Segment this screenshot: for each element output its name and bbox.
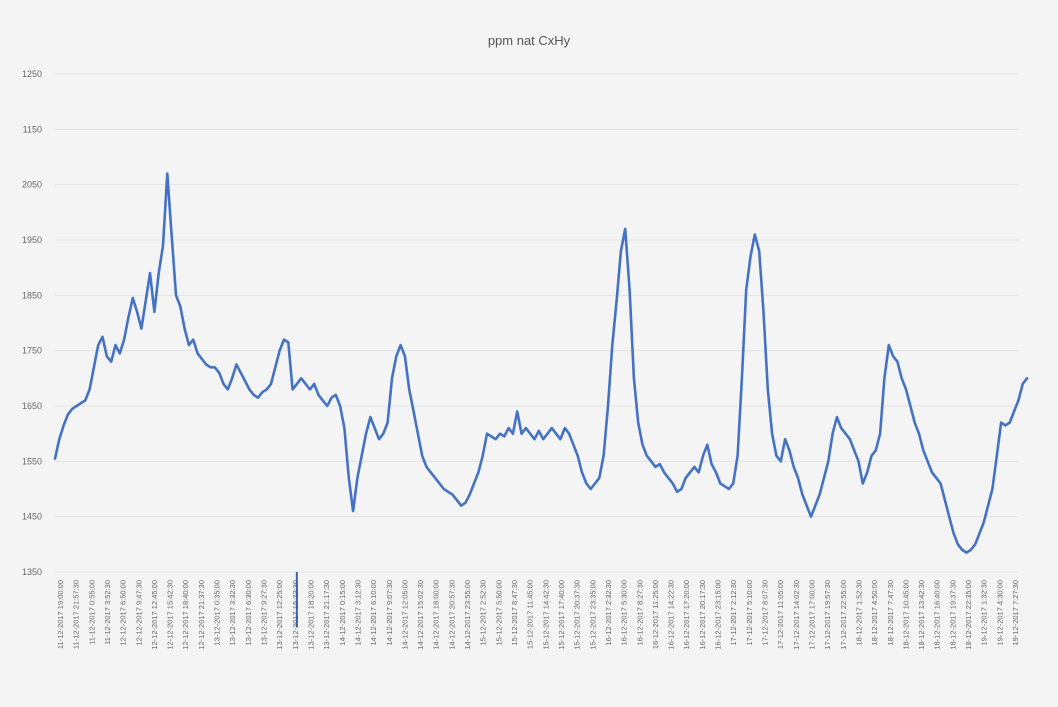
x-tick-label: 13-12-2017 9:27:30 — [260, 580, 269, 645]
y-tick-label: 1950 — [22, 235, 42, 245]
x-tick-label: 16-12-2017 20:17:30 — [698, 580, 707, 650]
x-tick-label: 19-12-2017 7:27:30 — [1011, 580, 1020, 645]
y-tick-label: 1150 — [23, 124, 42, 134]
x-tick-label: 12-12-2017 12:45:00 — [150, 580, 159, 650]
y-tick-label: 2050 — [22, 180, 42, 190]
x-tick-label: 17-12-2017 17:00:00 — [807, 580, 816, 650]
x-tick-label: 17-12-2017 8:07:30 — [761, 580, 770, 645]
series-line — [53, 172, 1029, 554]
y-tick-label: 1450 — [22, 512, 42, 522]
y-tick-label: 1250 — [22, 69, 42, 79]
x-tick-label: 12-12-2017 6:50:00 — [119, 580, 128, 645]
x-tick-label: 19-12-2017 4:30:00 — [995, 580, 1004, 645]
x-tick-label: 13-12-2017 15:22:30 — [291, 580, 300, 650]
x-tick-label: 18-12-2017 19:37:30 — [948, 580, 957, 650]
x-tick-label: 11-12-2017 3:52:30 — [103, 580, 112, 645]
x-tick-label: 18-12-2017 13:42:30 — [917, 580, 926, 650]
x-tick-label: 12-12-2017 18:40:00 — [181, 580, 190, 650]
x-tick-label: 15-12-2017 2:52:30 — [479, 580, 488, 645]
x-tick-label: 18-12-2017 22:35:00 — [964, 580, 973, 650]
y-tick-label: 1550 — [22, 456, 42, 466]
x-tick-label: 16-12-2017 8:27:30 — [635, 580, 644, 645]
x-tick-label: 13-12-2017 0:35:00 — [213, 580, 222, 645]
x-tick-label: 11-12-2017 19:00:00 — [56, 580, 65, 649]
x-tick-label: 18-12-2017 7:47:30 — [886, 580, 895, 645]
chart-title: ppm nat CxHy — [487, 33, 571, 48]
y-tick-label: 1750 — [22, 346, 42, 356]
x-tick-label: 12-12-2017 15:42:30 — [166, 580, 175, 650]
x-tick-label: 15-12-2017 23:35:00 — [588, 580, 597, 650]
y-tick-label: 1350 — [22, 567, 42, 577]
x-tick-label: 13-12-2017 21:17:30 — [322, 580, 331, 650]
x-tick-label: 16-12-2017 11:25:00 — [651, 580, 660, 649]
x-tick-label: 16-12-2017 14:22:30 — [667, 580, 676, 650]
x-tick-label: 12-12-2017 21:37:30 — [197, 580, 206, 650]
x-tick-label: 17-12-2017 2:12:30 — [729, 580, 738, 645]
x-tick-label: 18-12-2017 4:50:00 — [870, 580, 879, 645]
x-tick-label: 14-12-2017 20:57:30 — [447, 580, 456, 650]
x-tick-label: 14-12-2017 15:02:30 — [416, 580, 425, 650]
x-tick-label: 17-12-2017 5:10:00 — [745, 580, 754, 645]
x-tick-label: 15-12-2017 5:50:00 — [494, 580, 503, 645]
x-tick-label: 15-12-2017 11:45:00 — [526, 580, 535, 649]
x-tick-label: 13-12-2017 3:32:30 — [228, 580, 237, 645]
x-tick-label: 17-12-2017 22:55:00 — [839, 580, 848, 650]
y-tick-label: 1850 — [22, 290, 42, 300]
x-tick-label: 14-12-2017 9:07:30 — [385, 580, 394, 645]
x-tick-label: 15-12-2017 20:37:30 — [573, 580, 582, 650]
x-tick-label: 18-12-2017 10:45:00 — [901, 580, 910, 650]
x-tick-label: 14-12-2017 0:15:00 — [338, 580, 347, 645]
x-tick-label: 14-12-2017 18:00:00 — [432, 580, 441, 650]
x-tick-label: 14-12-2017 3:12:30 — [353, 580, 362, 645]
x-tick-label: 15-12-2017 17:40:00 — [557, 580, 566, 650]
x-tick-label: 14-12-2017 12:05:00 — [400, 580, 409, 650]
x-tick-label: 14-12-2017 6:10:00 — [369, 580, 378, 645]
x-tick-label: 18-12-2017 16:40:00 — [933, 580, 942, 650]
x-tick-label: 15-12-2017 14:42:30 — [541, 580, 550, 650]
x-tick-label: 17-12-2017 19:57:30 — [823, 580, 832, 650]
x-tick-label: 18-12-2017 1:52:30 — [854, 580, 863, 645]
x-tick-label: 17-12-2017 11:05:00 — [776, 580, 785, 649]
x-tick-label: 15-12-2017 8:47:30 — [510, 580, 519, 645]
x-tick-label: 19-12-2017 1:32:30 — [980, 580, 989, 645]
y-tick-label: 1650 — [22, 401, 42, 411]
x-tick-label: 16-12-2017 2:32:30 — [604, 580, 613, 645]
x-tick-label: 13-12-2017 18:20:00 — [306, 580, 315, 650]
x-tick-label: 13-12-2017 12:25:00 — [275, 580, 284, 650]
x-tick-label: 16-12-2017 5:30:00 — [620, 580, 629, 645]
x-tick-label: 14-12-2017 23:55:00 — [463, 580, 472, 650]
x-tick-label: 11-12-2017 0:55:00 — [87, 580, 96, 645]
x-tick-label: 11-12-2017 21:57:30 — [72, 580, 81, 649]
x-tick-label: 13-12-2017 6:30:00 — [244, 580, 253, 645]
x-tick-label: 16-12-2017 17:20:00 — [682, 580, 691, 650]
x-tick-label: 17-12-2017 14:02:30 — [792, 580, 801, 650]
x-tick-label: 16-12-2017 23:15:00 — [714, 580, 723, 650]
x-tick-label: 12-12-2017 9:47:30 — [134, 580, 143, 645]
